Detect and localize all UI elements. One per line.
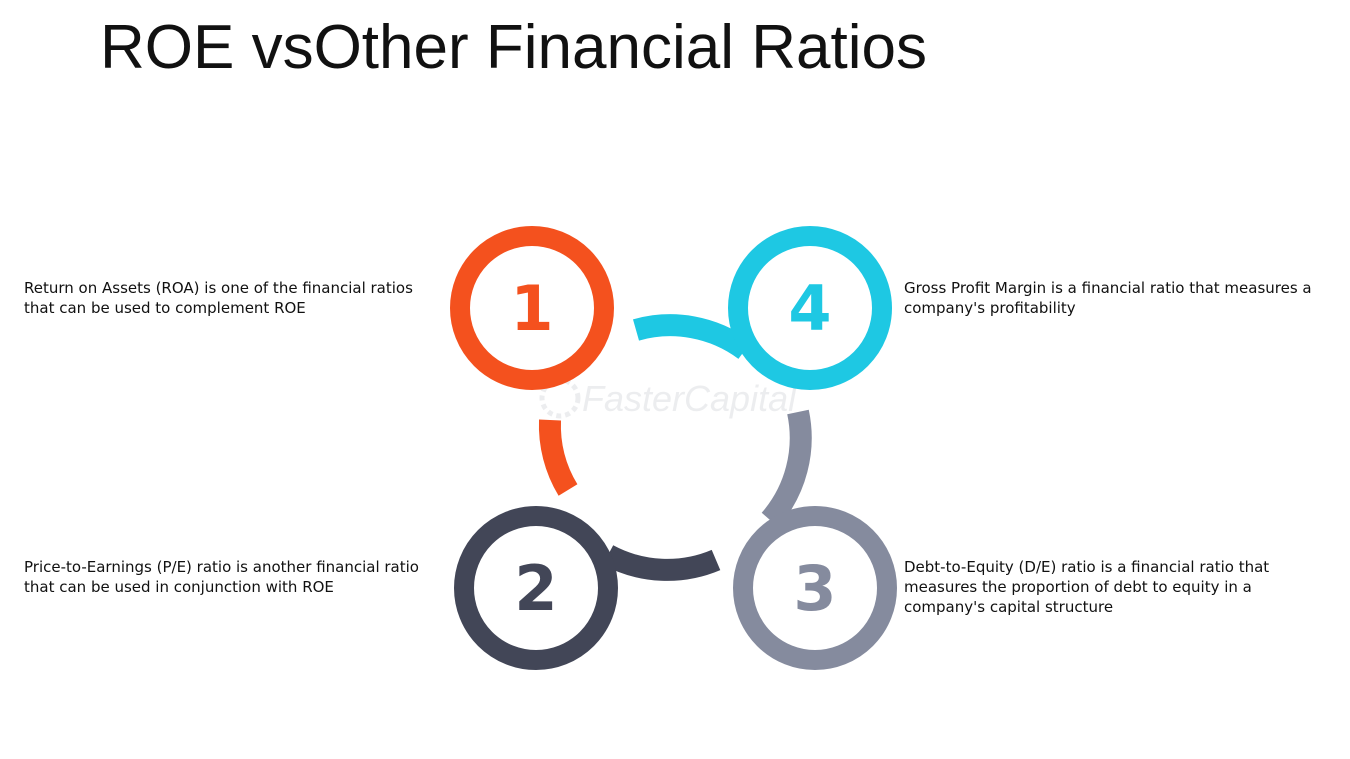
connector-arc-1 xyxy=(538,419,578,496)
step-2-node: 2 xyxy=(454,506,618,670)
page-title: ROE vsOther Financial Ratios xyxy=(100,13,927,82)
step-2-number: 2 xyxy=(514,552,557,625)
step-1-ring xyxy=(450,226,614,390)
step-2-description: Price-to-Earnings (P/E) ratio is another… xyxy=(24,558,419,596)
step-3-node: 3 xyxy=(733,506,897,670)
step-3-number: 3 xyxy=(793,552,836,625)
step-1-number: 1 xyxy=(510,272,553,345)
step-3-description: Debt-to-Equity (D/E) ratio is a financia… xyxy=(904,558,1270,616)
step-1-node: 1 xyxy=(450,226,614,390)
step-2-ring xyxy=(454,506,618,670)
connector-arc-4 xyxy=(632,314,752,359)
watermark-text: FasterCapital xyxy=(582,378,797,419)
step-4-description: Gross Profit Margin is a financial ratio… xyxy=(904,279,1312,317)
step-3-ring xyxy=(733,506,897,670)
connector-arc-2 xyxy=(602,545,721,581)
step-4-ring xyxy=(728,226,892,390)
step-4-number: 4 xyxy=(788,272,831,345)
step-4-node: 4 xyxy=(728,226,892,390)
step-1-description: Return on Assets (ROA) is one of the fin… xyxy=(24,279,413,317)
connector-arc-3 xyxy=(761,409,812,528)
watermark: FasterCapital xyxy=(539,377,797,419)
